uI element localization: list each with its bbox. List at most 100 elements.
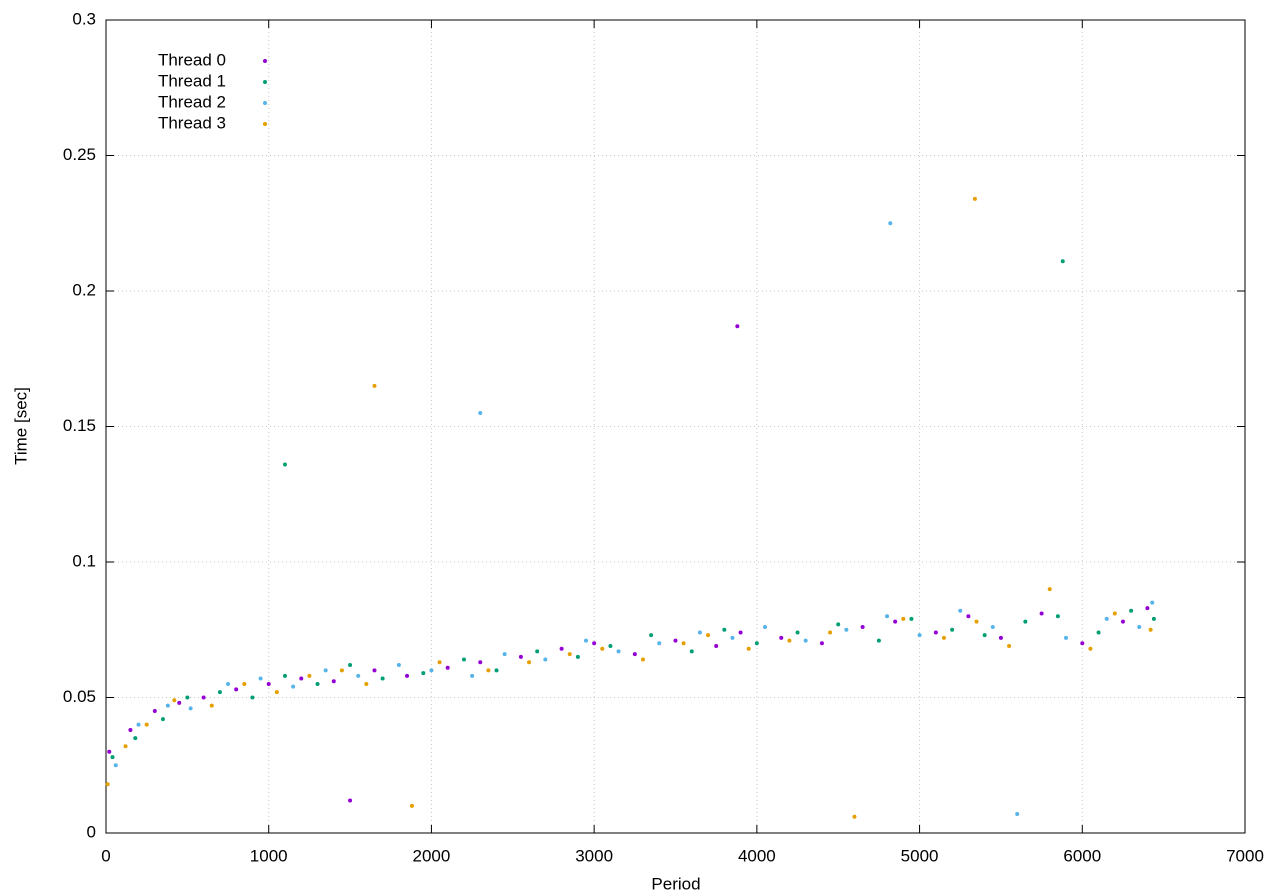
point — [1007, 644, 1012, 649]
point — [409, 803, 414, 808]
x-tick-label: 7000 — [1226, 846, 1264, 865]
point — [535, 649, 540, 654]
point — [600, 646, 605, 651]
point — [331, 679, 336, 684]
point — [339, 668, 344, 673]
x-tick-label: 4000 — [738, 846, 776, 865]
point — [998, 635, 1003, 640]
point — [754, 641, 759, 646]
point — [144, 722, 149, 727]
legend-label: Thread 0 — [158, 50, 226, 69]
y-tick-label: 0.25 — [63, 145, 96, 164]
point — [502, 652, 507, 657]
point — [217, 690, 222, 695]
point — [972, 196, 977, 201]
point — [291, 684, 296, 689]
point — [735, 324, 740, 329]
point — [372, 668, 377, 673]
point — [1060, 259, 1065, 264]
point — [1148, 627, 1153, 632]
point — [592, 641, 597, 646]
point — [974, 619, 979, 624]
y-axis-label: Time [sec] — [11, 387, 30, 465]
legend-label: Thread 3 — [158, 113, 226, 132]
point — [876, 638, 881, 643]
point — [559, 646, 564, 651]
point — [795, 630, 800, 635]
point — [429, 668, 434, 673]
point — [282, 673, 287, 678]
point — [901, 616, 906, 621]
point — [201, 695, 206, 700]
point — [185, 695, 190, 700]
point — [405, 673, 410, 678]
point — [584, 638, 589, 643]
point — [461, 657, 466, 662]
point — [1023, 619, 1028, 624]
point — [681, 641, 686, 646]
point — [136, 722, 141, 727]
point — [746, 646, 751, 651]
point — [616, 649, 621, 654]
point — [1112, 611, 1117, 616]
point — [779, 635, 784, 640]
point — [226, 681, 231, 686]
point — [177, 700, 182, 705]
plot-frame — [105, 19, 1246, 834]
point — [478, 660, 483, 665]
point — [107, 749, 112, 754]
point — [608, 644, 613, 649]
point — [950, 627, 955, 632]
point — [445, 665, 450, 670]
point — [966, 614, 971, 619]
point — [113, 763, 118, 768]
point — [1015, 812, 1020, 817]
point — [1120, 619, 1125, 624]
point — [762, 625, 767, 630]
point — [123, 744, 128, 749]
point — [1137, 625, 1142, 630]
point — [1096, 630, 1101, 635]
point — [128, 728, 133, 733]
point — [437, 660, 442, 665]
point — [274, 690, 279, 695]
point — [1129, 608, 1134, 613]
point — [518, 654, 523, 659]
point — [323, 668, 328, 673]
point — [307, 673, 312, 678]
point — [632, 652, 637, 657]
point — [105, 782, 110, 787]
legend-swatch — [263, 80, 267, 84]
x-tick-label: 3000 — [575, 846, 613, 865]
point — [1088, 646, 1093, 651]
y-tick-label: 0.3 — [72, 9, 96, 28]
x-tick-label: 1000 — [250, 846, 288, 865]
point — [152, 709, 157, 714]
point — [714, 644, 719, 649]
point — [380, 676, 385, 681]
x-tick-label: 6000 — [1063, 846, 1101, 865]
point — [160, 717, 165, 722]
point — [1150, 600, 1155, 605]
point — [828, 630, 833, 635]
point — [941, 635, 946, 640]
point — [885, 614, 890, 619]
point — [282, 462, 287, 467]
point — [640, 657, 645, 662]
point — [803, 638, 808, 643]
point — [543, 657, 548, 662]
point — [722, 627, 727, 632]
point — [893, 619, 898, 624]
point — [234, 687, 239, 692]
point — [494, 668, 499, 673]
point — [836, 622, 841, 627]
point — [697, 630, 702, 635]
point — [1039, 611, 1044, 616]
point — [1145, 606, 1150, 611]
point — [1055, 614, 1060, 619]
point — [567, 652, 572, 657]
point — [673, 638, 678, 643]
point — [730, 635, 735, 640]
y-tick-label: 0.1 — [72, 551, 96, 570]
